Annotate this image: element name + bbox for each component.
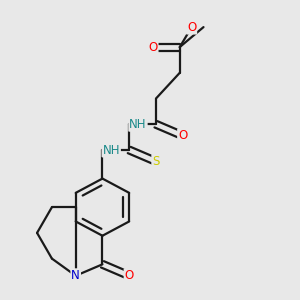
Text: O: O — [178, 129, 187, 142]
Text: O: O — [124, 269, 134, 282]
Text: S: S — [152, 155, 160, 168]
Text: O: O — [148, 40, 158, 54]
Text: NH: NH — [102, 143, 120, 157]
Text: O: O — [187, 21, 196, 34]
Text: NH: NH — [129, 118, 147, 131]
Text: N: N — [71, 269, 80, 282]
